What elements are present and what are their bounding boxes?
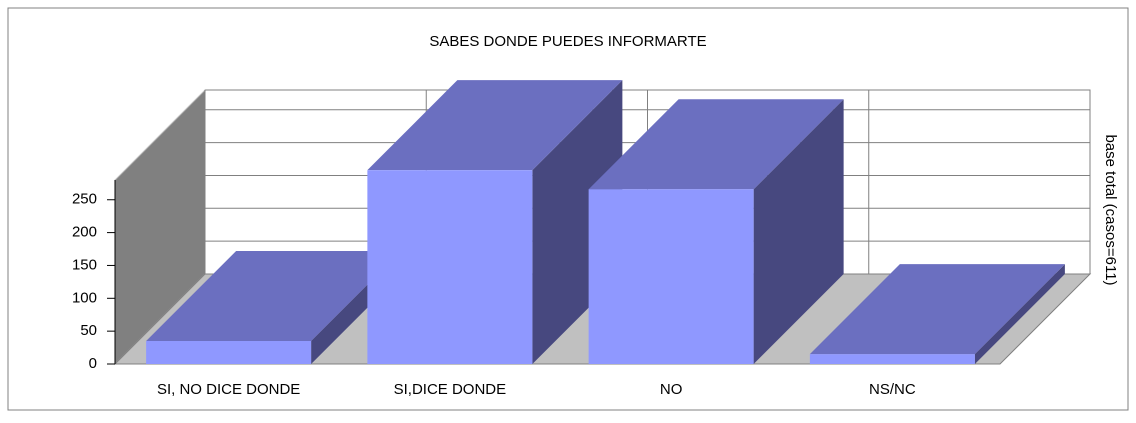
x-tick-label: SI, NO DICE DONDE [157, 381, 300, 398]
bar-side [974, 264, 1065, 364]
axis-label: base total (casos=611) [1102, 134, 1119, 285]
y-tick-label: 150 [72, 256, 97, 273]
bar-top [588, 99, 844, 190]
bar [809, 354, 975, 364]
chart-title: SABES DONDE PUEDES INFORMARTE [429, 33, 706, 50]
bar [588, 189, 754, 364]
y-tick-label: 250 [72, 191, 97, 208]
y-tick-label: 0 [89, 355, 97, 372]
y-tick-label: 200 [72, 224, 97, 241]
bar-top [146, 251, 402, 342]
x-tick-label: NO [660, 381, 683, 398]
y-tick-label: 100 [72, 289, 97, 306]
x-tick-label: SI,DICE DONDE [394, 381, 507, 398]
bar-top [809, 264, 1065, 355]
bar-side [753, 99, 844, 364]
bar [146, 341, 312, 364]
y-tick-label: 50 [80, 322, 97, 339]
bar-top [367, 80, 623, 171]
x-tick-label: NS/NC [869, 381, 916, 398]
bar [367, 170, 533, 364]
